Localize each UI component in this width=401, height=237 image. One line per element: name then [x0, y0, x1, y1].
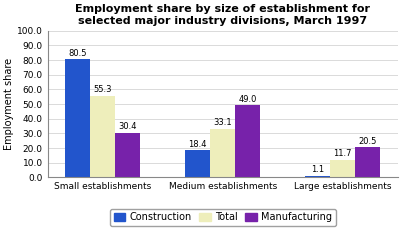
Text: 80.5: 80.5 — [68, 49, 87, 58]
Bar — [115, 133, 140, 177]
Text: 11.7: 11.7 — [333, 150, 351, 158]
Text: 30.4: 30.4 — [118, 122, 137, 131]
Bar — [210, 129, 235, 177]
Text: 20.5: 20.5 — [358, 137, 376, 146]
Text: 33.1: 33.1 — [213, 118, 231, 127]
Title: Employment share by size of establishment for
selected major industry divisions,: Employment share by size of establishmen… — [75, 4, 369, 26]
Text: 55.3: 55.3 — [93, 86, 111, 95]
Bar — [185, 150, 210, 177]
Y-axis label: Employment share: Employment share — [4, 58, 14, 150]
Bar — [304, 176, 330, 177]
Bar — [65, 59, 90, 177]
Text: 49.0: 49.0 — [238, 95, 256, 104]
Legend: Construction, Total, Manufacturing: Construction, Total, Manufacturing — [109, 209, 335, 226]
Bar — [235, 105, 259, 177]
Bar — [330, 160, 354, 177]
Text: 1.1: 1.1 — [310, 165, 324, 174]
Bar — [90, 96, 115, 177]
Bar — [354, 147, 379, 177]
Text: 18.4: 18.4 — [188, 140, 207, 149]
